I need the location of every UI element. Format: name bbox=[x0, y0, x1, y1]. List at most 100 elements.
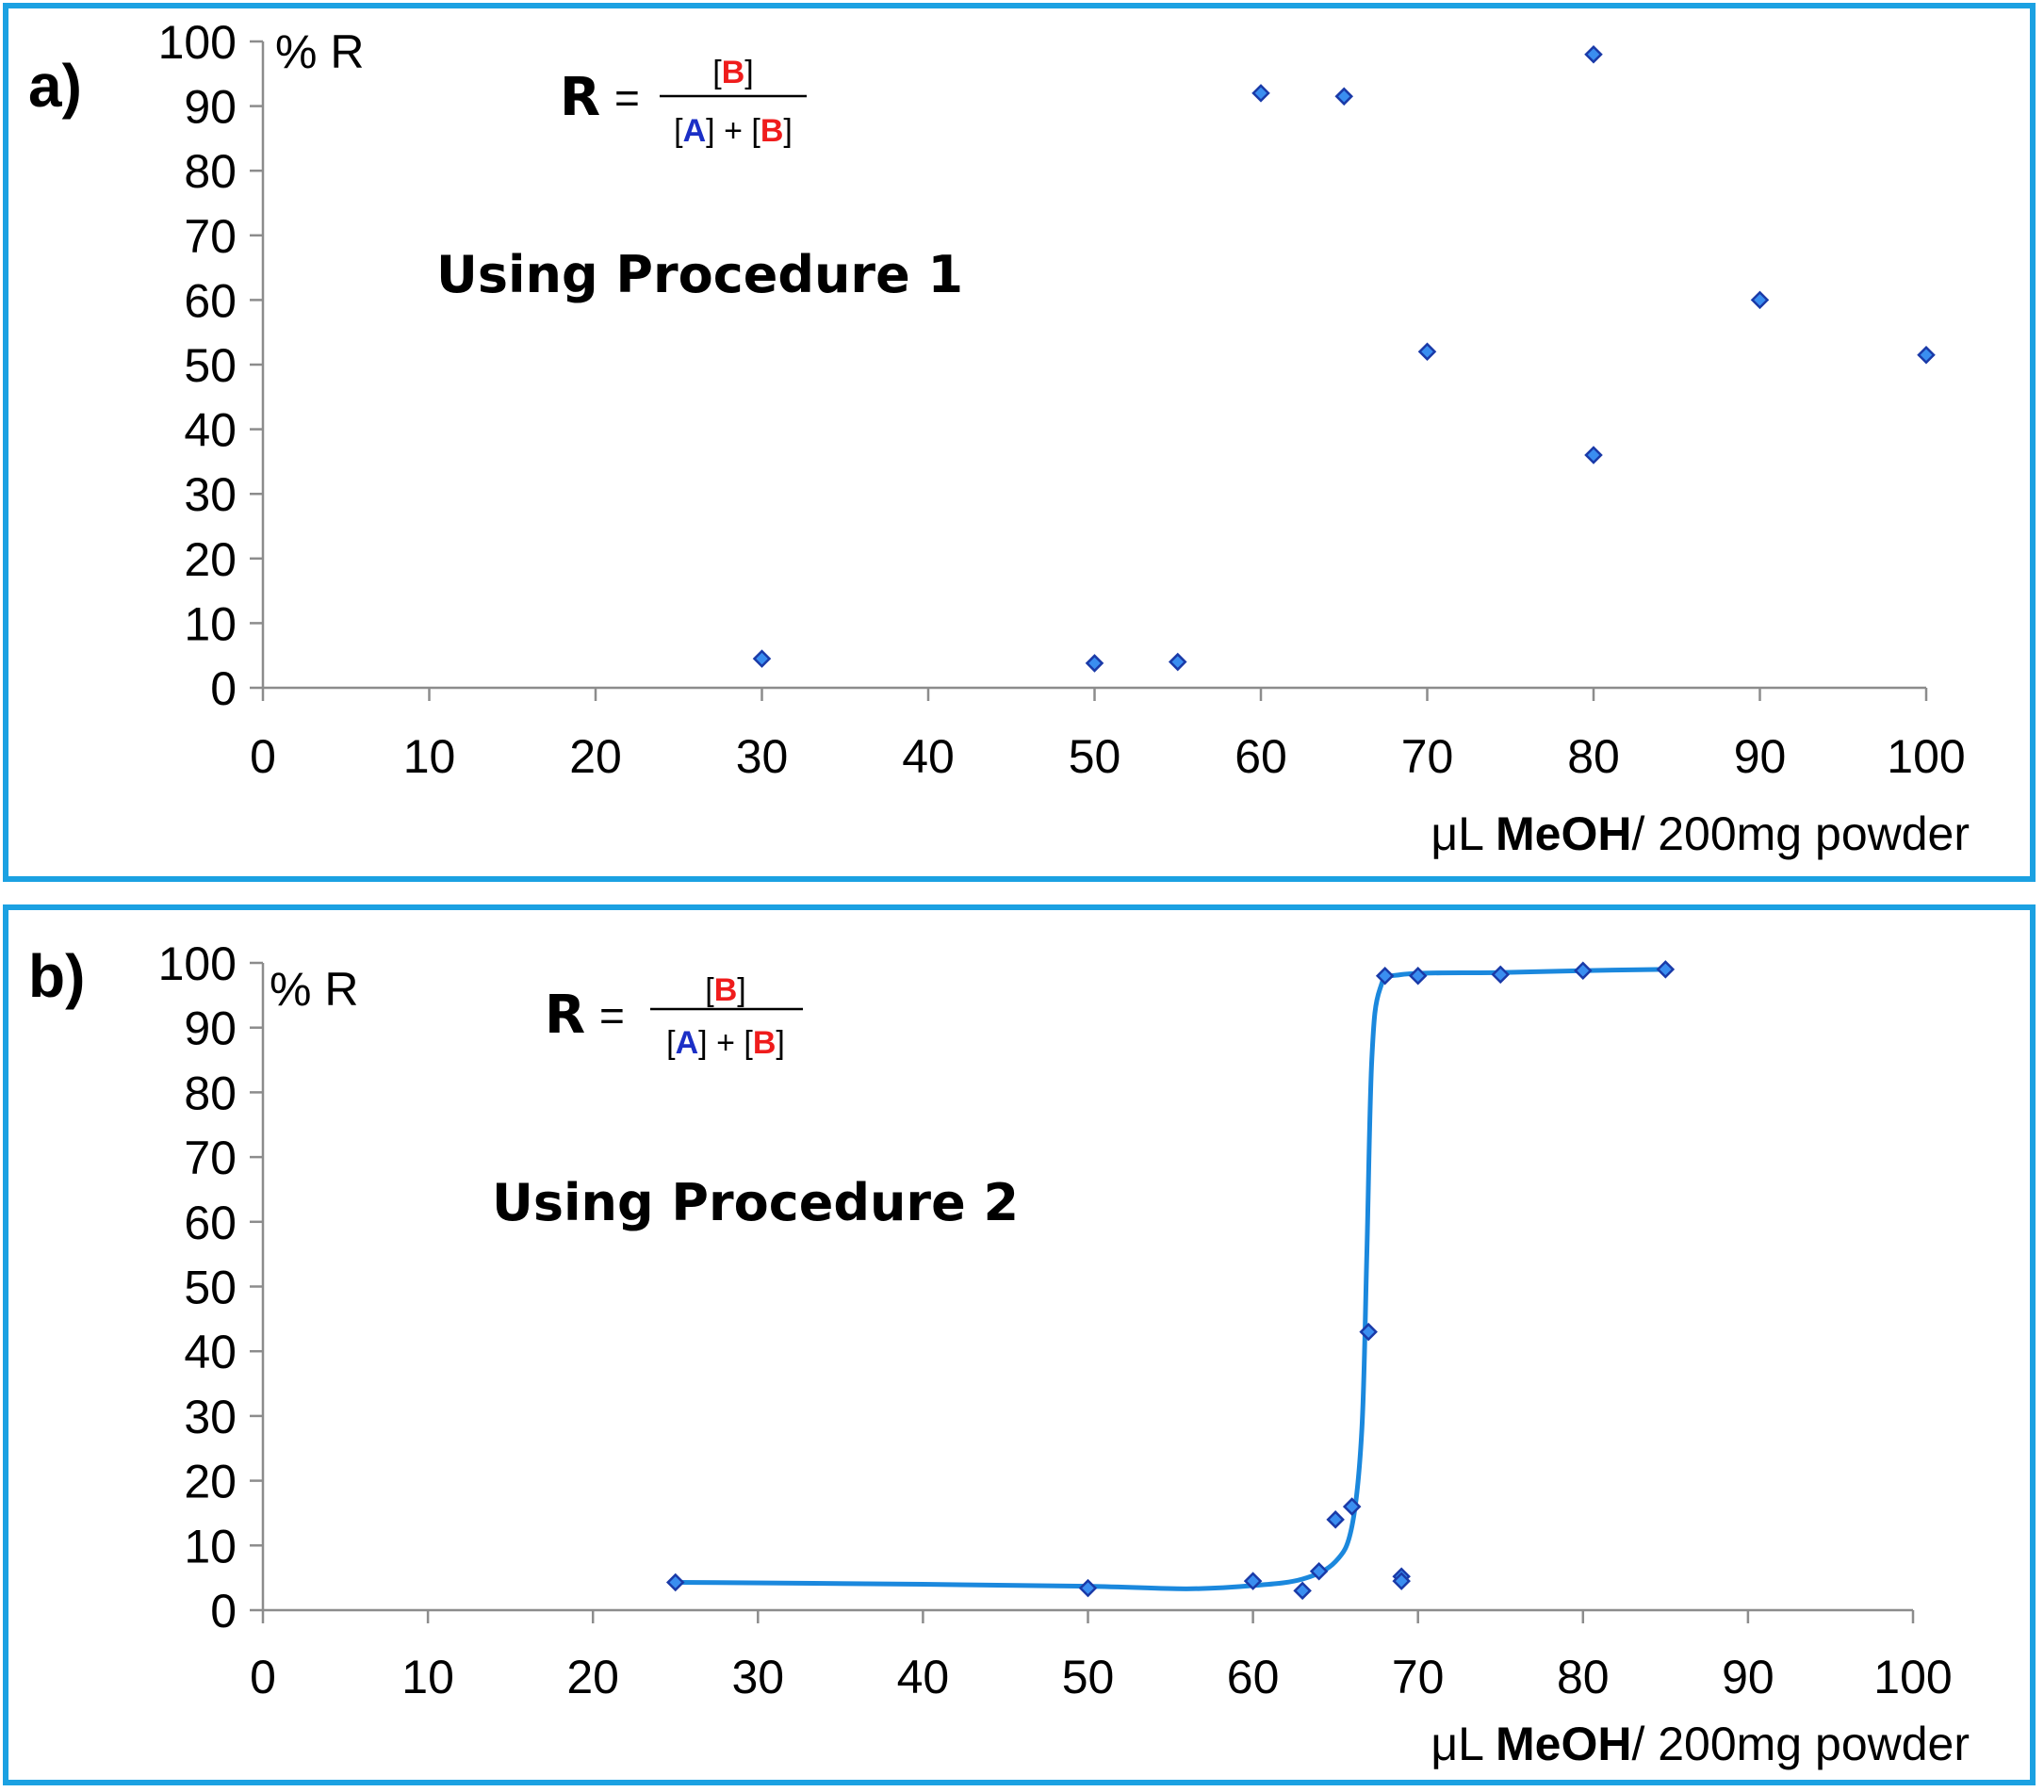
panel-b-x-tick-label: 40 bbox=[897, 1651, 950, 1703]
panel-b-xlabel: μL MeOH/ 200mg powder bbox=[1431, 1718, 1970, 1770]
panel-b-label: b) bbox=[28, 942, 85, 1010]
panel-b-xlabel-prefix: μL bbox=[1431, 1718, 1496, 1770]
panel-a-data-point bbox=[1085, 654, 1104, 673]
panel-a-data-point bbox=[1750, 290, 1770, 310]
panel-a-data-point bbox=[752, 649, 772, 668]
formula-b-numerator: [B] bbox=[705, 972, 745, 1008]
panel-b-xlabel-suffix: / 200mg powder bbox=[1631, 1718, 1970, 1770]
panel-a-data-point bbox=[1417, 342, 1437, 362]
panel-b-ylabel: % R bbox=[270, 963, 358, 1016]
panel-a-x-tick-label: 0 bbox=[250, 730, 276, 783]
panel-b-data-point bbox=[1078, 1578, 1098, 1598]
panel-a-x-tick-label: 100 bbox=[1887, 730, 1965, 783]
formula-a-denominator: [A] + [B] bbox=[674, 113, 793, 149]
panel-b-y-tick-label: 20 bbox=[184, 1456, 237, 1508]
panel-b-data-point bbox=[1326, 1510, 1345, 1529]
panel-a-x-tick-label: 70 bbox=[1401, 730, 1454, 783]
formula-b-den-a: A bbox=[676, 1025, 699, 1061]
panel-b-data-point bbox=[1342, 1497, 1362, 1516]
panel-b-fit-curve bbox=[675, 967, 1666, 1591]
panel-b-data-point bbox=[1293, 1581, 1312, 1601]
panel-a-y-tick-label: 90 bbox=[184, 81, 237, 134]
formula-b-denominator: [A] + [B] bbox=[666, 1025, 785, 1061]
panel-b-x-tick-label: 20 bbox=[566, 1651, 619, 1703]
panel-a-y-tick-label: 40 bbox=[184, 404, 237, 457]
panel-b-data-point bbox=[1243, 1572, 1263, 1590]
panel-b-y-tick-label: 50 bbox=[184, 1262, 237, 1314]
panel-b-y-tick-label: 30 bbox=[184, 1391, 237, 1443]
panel-b-data-point bbox=[665, 1572, 685, 1592]
panel-a-y-tick-label: 70 bbox=[184, 210, 237, 263]
panel-b-x-tick-label: 100 bbox=[1873, 1651, 1952, 1703]
panel-a-data-point bbox=[1584, 446, 1603, 464]
panel-b-data-point bbox=[1375, 966, 1395, 986]
panel-a-ylabel: % R bbox=[275, 25, 364, 78]
panel-a-x-tick-label: 40 bbox=[902, 730, 955, 783]
panel-b-data-point bbox=[1359, 1322, 1378, 1342]
panel-b-y-tick-label: 40 bbox=[184, 1326, 237, 1378]
panel-a-x-tick-label: 50 bbox=[1069, 730, 1121, 783]
panel-b-y-tick-label: 60 bbox=[184, 1197, 237, 1249]
panel-b-x-tick-label: 80 bbox=[1557, 1651, 1610, 1703]
panel-b-data-point bbox=[1656, 960, 1676, 979]
panel-b-x-tick-label: 30 bbox=[731, 1651, 784, 1703]
formula-a-numerator: [B] bbox=[712, 55, 753, 90]
panel-a-y-tick-label: 60 bbox=[184, 274, 237, 327]
panel-b-data-point bbox=[1574, 961, 1593, 981]
panel-b-x-tick-label: 60 bbox=[1227, 1651, 1280, 1703]
panel-a-annotation: Using Procedure 1 bbox=[436, 245, 963, 304]
panel-b-y-tick-label: 0 bbox=[210, 1585, 237, 1637]
formula-a-den-a: A bbox=[683, 113, 707, 149]
panel-b-x-tick-label: 10 bbox=[401, 1651, 454, 1703]
panel-b-y-tick-label: 10 bbox=[184, 1520, 237, 1572]
panel-a-xlabel: μL MeOH/ 200mg powder bbox=[1431, 807, 1970, 860]
panel-a-x-tick-label: 10 bbox=[403, 730, 456, 783]
panel-a-data-point bbox=[1584, 44, 1603, 64]
panel-b-x-tick-label: 90 bbox=[1722, 1651, 1774, 1703]
panel-b-data-point bbox=[1408, 966, 1428, 986]
panel-a-x-tick-label: 90 bbox=[1734, 730, 1787, 783]
panel-b-xlabel-bold: MeOH bbox=[1496, 1718, 1631, 1770]
panel-a-plot: 0 10 20 30 40 50 60 70 80 90 100 0 10 20 30 40 50 60 70 80 9… bbox=[158, 16, 1966, 783]
panel-a-formula: R = [B] [A] + [B] bbox=[560, 55, 807, 149]
panel-a-y-tick-label: 30 bbox=[184, 468, 237, 521]
formula-b-den-b: B bbox=[753, 1025, 777, 1061]
panel-b-y-tick-label: 80 bbox=[184, 1067, 237, 1119]
panel-b bbox=[3, 904, 2036, 1785]
panel-a-x-tick-label: 20 bbox=[569, 730, 622, 783]
panel-b-data-point bbox=[1309, 1562, 1329, 1581]
panel-a-data-point bbox=[1168, 652, 1187, 672]
formula-a-equals: = bbox=[614, 73, 640, 122]
panel-b-plot: 0 10 20 30 40 50 60 70 80 90 100 0 10 20 30 40 50 60 70 80 9… bbox=[158, 937, 1953, 1703]
panel-a-y-tick-label: 10 bbox=[184, 597, 237, 650]
formula-a-num-b: B bbox=[722, 55, 745, 90]
panel-a-xlabel-bold: MeOH bbox=[1496, 807, 1631, 860]
formula-a-den-b: B bbox=[760, 113, 784, 149]
panel-a-data-point bbox=[1334, 87, 1354, 106]
panel-a-xlabel-prefix: μL bbox=[1431, 807, 1496, 860]
formula-b-equals: = bbox=[599, 991, 625, 1040]
panel-a-x-tick-label: 80 bbox=[1567, 730, 1620, 783]
panel-b-y-tick-label: 90 bbox=[184, 1002, 237, 1055]
panel-a bbox=[3, 3, 2036, 882]
panel-b-formula: R = [B] [A] + [B] bbox=[545, 972, 803, 1061]
panel-b-y-tick-label: 70 bbox=[184, 1132, 237, 1184]
panel-b-x-tick-label: 70 bbox=[1392, 1651, 1445, 1703]
panel-b-x-tick-label: 50 bbox=[1062, 1651, 1115, 1703]
panel-a-x-tick-label: 60 bbox=[1235, 730, 1287, 783]
panel-a-y-tick-label: 50 bbox=[184, 339, 237, 392]
formula-b-num-b: B bbox=[714, 972, 738, 1008]
panel-a-label: a) bbox=[28, 52, 82, 120]
panel-b-data-point bbox=[1392, 1572, 1411, 1590]
panel-b-y-tick-label: 100 bbox=[158, 937, 237, 990]
panel-a-y-tick-label: 100 bbox=[158, 16, 237, 69]
panel-a-y-tick-label: 20 bbox=[184, 533, 237, 586]
panel-b-annotation: Using Procedure 2 bbox=[492, 1173, 1019, 1232]
panel-a-data-point bbox=[1251, 84, 1270, 103]
formula-a-r: R bbox=[560, 67, 600, 128]
panel-a-x-tick-label: 30 bbox=[736, 730, 789, 783]
panel-b-data-point bbox=[1491, 965, 1511, 985]
panel-a-y-tick-label: 80 bbox=[184, 145, 237, 198]
panel-a-data-point bbox=[1917, 345, 1936, 365]
